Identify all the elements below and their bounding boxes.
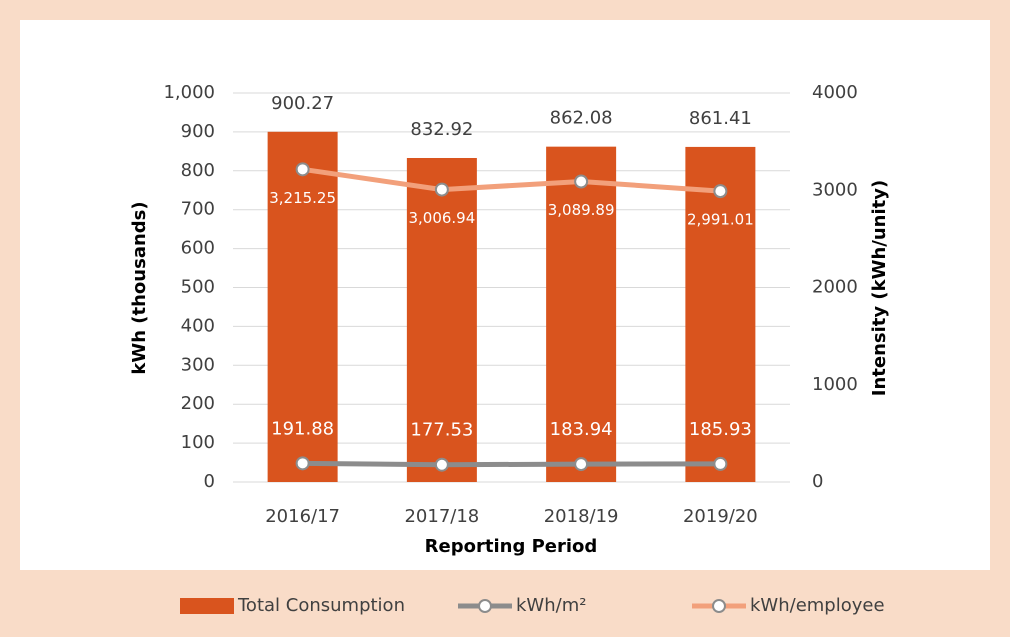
plot-panel <box>20 20 990 570</box>
line-marker <box>574 457 589 472</box>
legend-label: kWh/m² <box>516 595 586 616</box>
legend-label: kWh/employee <box>750 595 885 616</box>
legend-marker <box>712 599 726 613</box>
x-tick-label: 2018/19 <box>544 506 619 527</box>
y-tick-label: 600 <box>181 238 215 259</box>
bar <box>267 131 338 482</box>
legend-label: Total Consumption <box>237 595 405 616</box>
value-label: 2,991.01 <box>687 211 754 229</box>
line-marker <box>713 456 728 471</box>
value-label: 861.41 <box>689 108 752 129</box>
y-tick-label: 500 <box>181 277 215 298</box>
line-marker <box>434 457 449 472</box>
y2-axis-title: Intensity (kWh/unity) <box>869 180 890 396</box>
value-label: 183.94 <box>550 419 613 440</box>
bar <box>406 157 477 482</box>
value-label: 900.27 <box>271 93 334 114</box>
value-label: 191.88 <box>271 418 334 439</box>
y-tick-label: 300 <box>181 354 215 375</box>
bar <box>546 146 617 482</box>
y-tick-label: 100 <box>181 432 215 453</box>
y2-tick-label: 3000 <box>812 179 858 200</box>
line-marker <box>713 184 728 199</box>
value-label: 832.92 <box>410 119 473 140</box>
y-tick-label: 900 <box>181 121 215 142</box>
legend-swatch <box>180 598 234 614</box>
value-label: 862.08 <box>550 108 613 129</box>
bar <box>685 146 756 483</box>
y2-tick-label: 1000 <box>812 374 858 395</box>
x-axis-title: Reporting Period <box>425 536 598 557</box>
y-tick-label: 400 <box>181 315 215 336</box>
x-tick-label: 2016/17 <box>265 506 340 527</box>
y-tick-label: 1,000 <box>163 82 215 103</box>
x-tick-label: 2019/20 <box>683 506 758 527</box>
value-label: 3,089.89 <box>548 201 615 219</box>
line <box>302 166 721 194</box>
value-label: 177.53 <box>410 420 473 441</box>
line-marker <box>434 182 449 197</box>
value-label: 3,006.94 <box>408 209 475 227</box>
x-tick-label: 2017/18 <box>404 506 479 527</box>
line-marker <box>295 162 310 177</box>
value-label: 3,215.25 <box>269 189 336 207</box>
y-tick-label: 700 <box>181 199 215 220</box>
line <box>302 460 721 468</box>
line-marker <box>574 174 589 189</box>
y-tick-label: 800 <box>181 160 215 181</box>
y-tick-label: 200 <box>181 393 215 414</box>
y2-tick-label: 2000 <box>812 277 858 298</box>
legend-marker <box>478 599 492 613</box>
y-tick-label: 0 <box>204 471 215 492</box>
y-axis-title: kWh (thousands) <box>129 201 150 374</box>
value-label: 185.93 <box>689 419 752 440</box>
line-marker <box>295 456 310 471</box>
y2-tick-label: 0 <box>812 471 823 492</box>
y2-tick-label: 4000 <box>812 82 858 103</box>
